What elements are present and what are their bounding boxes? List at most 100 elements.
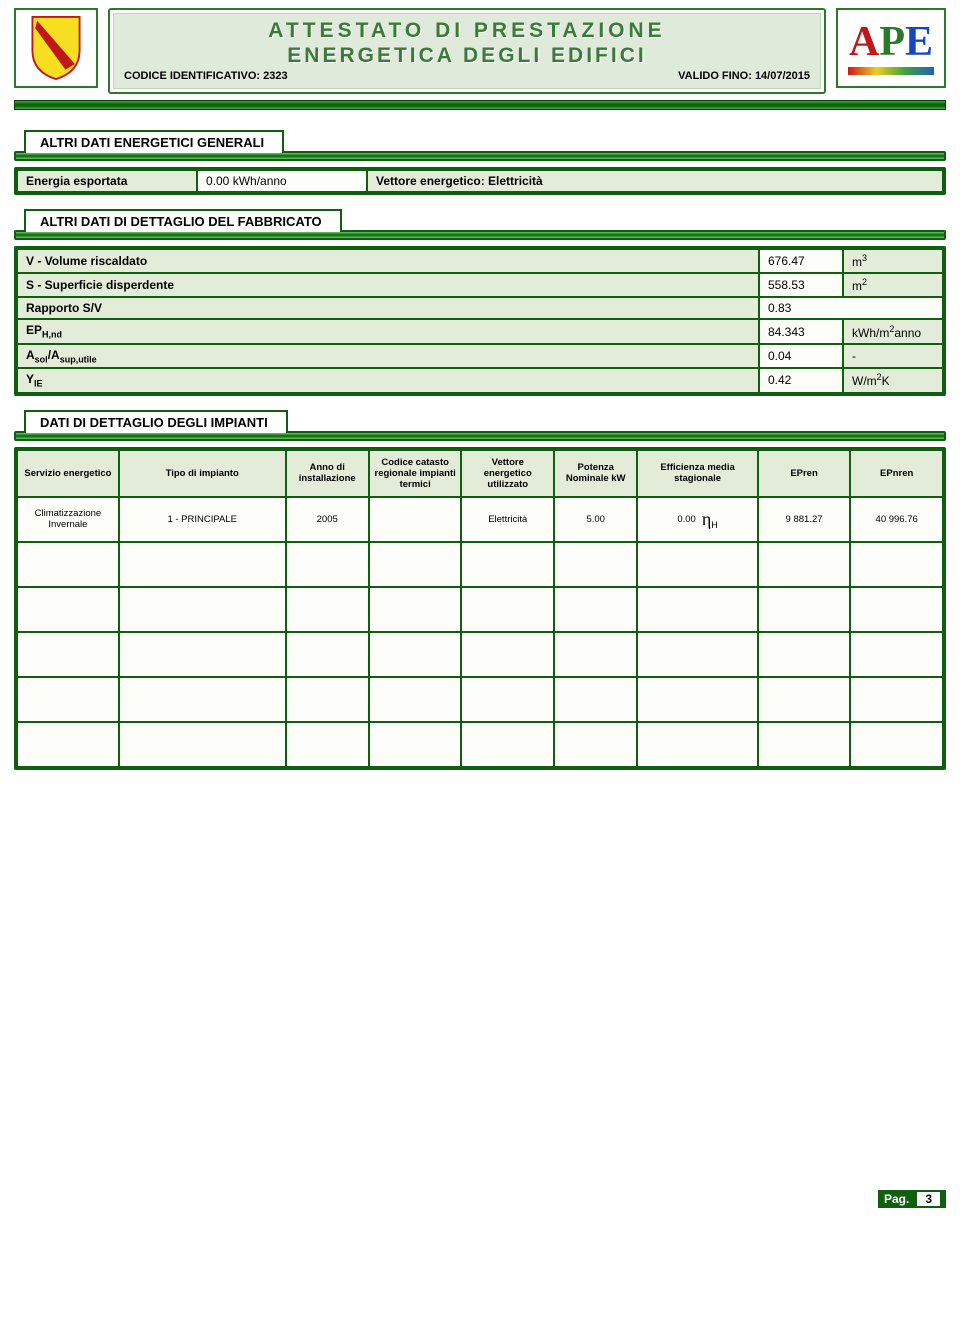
row-value: 558.53 (759, 273, 843, 297)
cell-empty (286, 587, 369, 632)
cell: Climatizzazione Invernale (17, 497, 119, 542)
cell-empty (119, 677, 286, 722)
cell-empty (17, 587, 119, 632)
doc-title-line2: ENERGETICA DEGLI EDIFICI (124, 43, 810, 68)
cell-empty (637, 632, 757, 677)
cell-empty (369, 542, 462, 587)
col-header: Servizio energetico (17, 450, 119, 497)
section-fabbricato: ALTRI DATI DI DETTAGLIO DEL FABBRICATO V… (14, 209, 946, 395)
cell-empty (369, 677, 462, 722)
row-vector: Vettore energetico: Elettricità (367, 170, 943, 192)
cell-empty (369, 722, 462, 767)
row-value: 676.47 (759, 249, 843, 273)
row-label: Rapporto S/V (17, 297, 759, 319)
row-label: V - Volume riscaldato (17, 249, 759, 273)
cell: 9 881.27 (758, 497, 851, 542)
cell-empty (758, 722, 851, 767)
cell-empty (286, 542, 369, 587)
col-header: Vettore energetico utilizzato (461, 450, 554, 497)
cell-empty (286, 722, 369, 767)
table-impianti: Servizio energeticoTipo di impiantoAnno … (16, 449, 944, 768)
table-row (17, 722, 943, 767)
doc-title-line1: ATTESTATO DI PRESTAZIONE (124, 18, 810, 43)
cell-empty (17, 542, 119, 587)
col-header: Tipo di impianto (119, 450, 286, 497)
row-label: EPH,nd (17, 319, 759, 343)
col-header: Anno di installazione (286, 450, 369, 497)
col-header: EPnren (850, 450, 943, 497)
section-generali: ALTRI DATI ENERGETICI GENERALI Energia e… (14, 130, 946, 195)
cell-empty (850, 722, 943, 767)
section-heading: DATI DI DETTAGLIO DEGLI IMPIANTI (24, 410, 288, 433)
cell-empty (637, 722, 757, 767)
table-row (17, 587, 943, 632)
row-value: 0.00 kWh/anno (197, 170, 367, 192)
crest-logo (14, 8, 98, 88)
cell-empty (758, 632, 851, 677)
col-header: Potenza Nominale kW (554, 450, 637, 497)
cell: 40 996.76 (850, 497, 943, 542)
cell-empty (461, 542, 554, 587)
cell: 5.00 (554, 497, 637, 542)
cell-empty (286, 677, 369, 722)
cell-empty (758, 542, 851, 587)
col-header: Codice catasto regionale impianti termic… (369, 450, 462, 497)
row-unit: - (843, 344, 943, 368)
table-row: Climatizzazione Invernale1 - PRINCIPALE2… (17, 497, 943, 542)
cell-empty (369, 587, 462, 632)
cell-empty (637, 587, 757, 632)
row-value: 0.04 (759, 344, 843, 368)
row-label: S - Superficie disperdente (17, 273, 759, 297)
row-value: 0.42 (759, 368, 843, 392)
cell-empty (554, 587, 637, 632)
row-label: Energia esportata (17, 170, 197, 192)
page-indicator: Pag. 3 (878, 1190, 946, 1208)
table-row (17, 542, 943, 587)
row-unit: W/m2K (843, 368, 943, 392)
table-generali: Energia esportata 0.00 kWh/anno Vettore … (16, 169, 944, 193)
cell-empty (369, 632, 462, 677)
cell-empty (119, 722, 286, 767)
cell-efficienza: 0.00ηH (637, 497, 757, 542)
cell-empty (850, 542, 943, 587)
valido-fino: VALIDO FINO: 14/07/2015 (678, 70, 810, 82)
cell-empty (461, 587, 554, 632)
cell-empty (17, 722, 119, 767)
table-row (17, 632, 943, 677)
cell-empty (758, 677, 851, 722)
cell-empty (17, 632, 119, 677)
cell-empty (554, 722, 637, 767)
cell-empty (461, 722, 554, 767)
cell: 2005 (286, 497, 369, 542)
section-heading: ALTRI DATI DI DETTAGLIO DEL FABBRICATO (24, 209, 342, 232)
cell-empty (850, 677, 943, 722)
cell-empty (119, 587, 286, 632)
footer: Pag. 3 (14, 1190, 946, 1208)
row-label: Asol/Asup,utile (17, 344, 759, 368)
header: ATTESTATO DI PRESTAZIONE ENERGETICA DEGL… (14, 8, 946, 110)
cell-empty (119, 542, 286, 587)
section-heading: ALTRI DATI ENERGETICI GENERALI (24, 130, 284, 153)
table-row (17, 677, 943, 722)
row-value: 0.83 (759, 297, 943, 319)
section-impianti: DATI DI DETTAGLIO DEGLI IMPIANTI Servizi… (14, 410, 946, 770)
cell-empty (119, 632, 286, 677)
cell-empty (758, 587, 851, 632)
cell-empty (554, 677, 637, 722)
cell-empty (554, 632, 637, 677)
cell: 1 - PRINCIPALE (119, 497, 286, 542)
col-header: EPren (758, 450, 851, 497)
row-unit: m3 (843, 249, 943, 273)
cell (369, 497, 462, 542)
cell-empty (637, 677, 757, 722)
table-fabbricato: V - Volume riscaldato676.47m3 S - Superfi… (16, 248, 944, 393)
title-plate: ATTESTATO DI PRESTAZIONE ENERGETICA DEGL… (108, 8, 826, 94)
col-header: Efficienza media stagionale (637, 450, 757, 497)
cell: Elettricità (461, 497, 554, 542)
cell-empty (461, 677, 554, 722)
ape-logo: A P E (836, 8, 946, 88)
row-unit: m2 (843, 273, 943, 297)
cell-empty (554, 542, 637, 587)
cell-empty (17, 677, 119, 722)
codice-identificativo: CODICE IDENTIFICATIVO: 2323 (124, 70, 288, 82)
